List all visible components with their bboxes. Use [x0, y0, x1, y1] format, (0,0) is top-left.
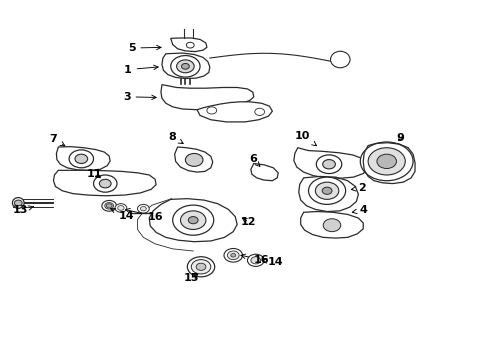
Circle shape — [99, 179, 111, 188]
Circle shape — [377, 154, 396, 168]
Circle shape — [323, 219, 341, 231]
Polygon shape — [174, 147, 213, 172]
Circle shape — [186, 42, 194, 48]
Ellipse shape — [138, 204, 149, 213]
Text: 11: 11 — [87, 168, 102, 179]
Polygon shape — [301, 212, 363, 238]
Ellipse shape — [102, 201, 117, 211]
Circle shape — [188, 217, 198, 224]
Text: 5: 5 — [128, 43, 161, 53]
Polygon shape — [197, 102, 272, 122]
Circle shape — [317, 155, 342, 174]
Circle shape — [171, 55, 200, 77]
Text: 6: 6 — [249, 154, 260, 166]
Circle shape — [181, 63, 189, 69]
Circle shape — [176, 60, 194, 73]
Text: 2: 2 — [351, 183, 366, 193]
Ellipse shape — [187, 257, 215, 277]
Text: 8: 8 — [169, 132, 183, 144]
Circle shape — [323, 159, 335, 169]
Ellipse shape — [12, 198, 24, 208]
Circle shape — [69, 150, 94, 168]
Ellipse shape — [141, 207, 147, 211]
Circle shape — [360, 142, 413, 181]
Polygon shape — [294, 148, 368, 178]
Text: 1: 1 — [124, 64, 158, 75]
Text: 12: 12 — [241, 217, 257, 227]
Ellipse shape — [251, 257, 261, 264]
Circle shape — [368, 148, 405, 175]
Circle shape — [14, 200, 22, 206]
Ellipse shape — [196, 263, 206, 270]
Polygon shape — [171, 38, 207, 51]
Ellipse shape — [105, 203, 114, 209]
Polygon shape — [56, 147, 110, 170]
Ellipse shape — [227, 251, 239, 260]
Polygon shape — [251, 163, 278, 181]
Ellipse shape — [331, 51, 350, 68]
Text: 16: 16 — [125, 208, 163, 221]
Circle shape — [180, 211, 206, 229]
Circle shape — [185, 153, 203, 166]
Circle shape — [309, 177, 345, 204]
Text: 9: 9 — [396, 133, 404, 143]
Ellipse shape — [115, 204, 127, 212]
Text: 4: 4 — [352, 205, 367, 215]
Text: 10: 10 — [295, 131, 317, 146]
Circle shape — [106, 204, 112, 208]
Circle shape — [172, 205, 214, 235]
Text: 3: 3 — [123, 92, 156, 102]
Circle shape — [322, 187, 332, 194]
Polygon shape — [162, 53, 210, 78]
Text: 16: 16 — [241, 254, 270, 265]
Text: 15: 15 — [184, 273, 199, 283]
Ellipse shape — [191, 260, 211, 274]
Text: 14: 14 — [111, 208, 135, 221]
Polygon shape — [149, 199, 237, 242]
Circle shape — [94, 175, 117, 192]
Polygon shape — [53, 170, 156, 196]
Circle shape — [75, 154, 88, 163]
Ellipse shape — [231, 253, 236, 257]
Polygon shape — [161, 85, 254, 110]
Text: 14: 14 — [262, 257, 283, 267]
Circle shape — [255, 108, 265, 116]
Text: 7: 7 — [49, 134, 65, 146]
Ellipse shape — [118, 206, 124, 210]
Ellipse shape — [224, 248, 243, 262]
Circle shape — [316, 182, 339, 199]
Ellipse shape — [247, 254, 264, 266]
Circle shape — [207, 107, 217, 114]
Text: 13: 13 — [13, 205, 33, 215]
